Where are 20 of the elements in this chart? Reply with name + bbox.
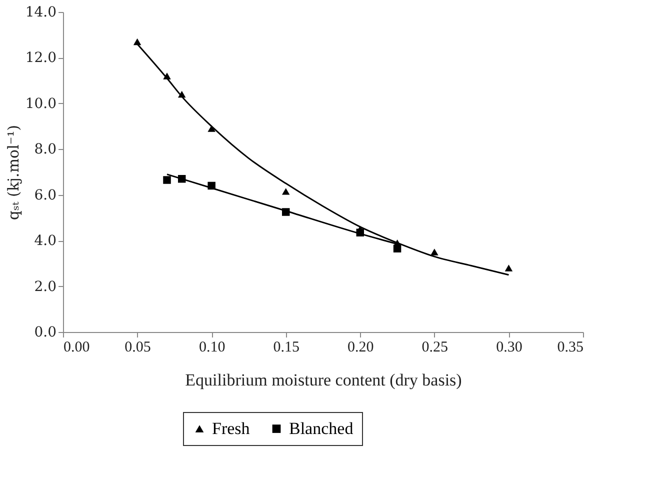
y-tick-label: 6.0 <box>34 187 56 204</box>
y-tick-label: 0.0 <box>34 324 56 340</box>
x-tick-label: 0.25 <box>422 340 448 356</box>
y-axis-title: qₛₜ (kj.mol⁻¹) <box>4 124 22 220</box>
y-tick-label: 4.0 <box>34 233 56 250</box>
y-tick-label: 2.0 <box>34 278 56 295</box>
x-tick-label: 0.35 <box>557 340 584 356</box>
x-tick-label: 0.20 <box>348 340 374 356</box>
x-axis-title: Equilibrium moisture content (dry basis) <box>185 370 462 390</box>
x-tick-label: 0.30 <box>496 340 522 356</box>
y-tick-label: 12.0 <box>25 50 56 66</box>
y-tick-label: 10.0 <box>25 96 56 112</box>
y-tick-label: 14.0 <box>25 4 56 20</box>
x-tick-label: 0.10 <box>198 340 226 356</box>
legend-label: Blanched <box>289 418 354 438</box>
y-tick-label: 8.0 <box>34 142 56 158</box>
legend-label: Fresh <box>212 418 250 438</box>
x-tick-label: 0.00 <box>64 340 90 356</box>
x-tick-label: 0.05 <box>124 340 151 356</box>
x-tick-label: 0.15 <box>273 340 300 356</box>
